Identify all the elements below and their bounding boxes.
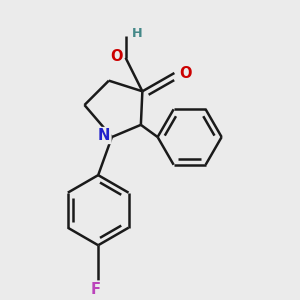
Text: H: H [132,27,142,40]
Text: F: F [90,282,100,297]
Text: O: O [179,65,191,80]
Text: N: N [98,128,110,143]
Text: O: O [110,49,123,64]
